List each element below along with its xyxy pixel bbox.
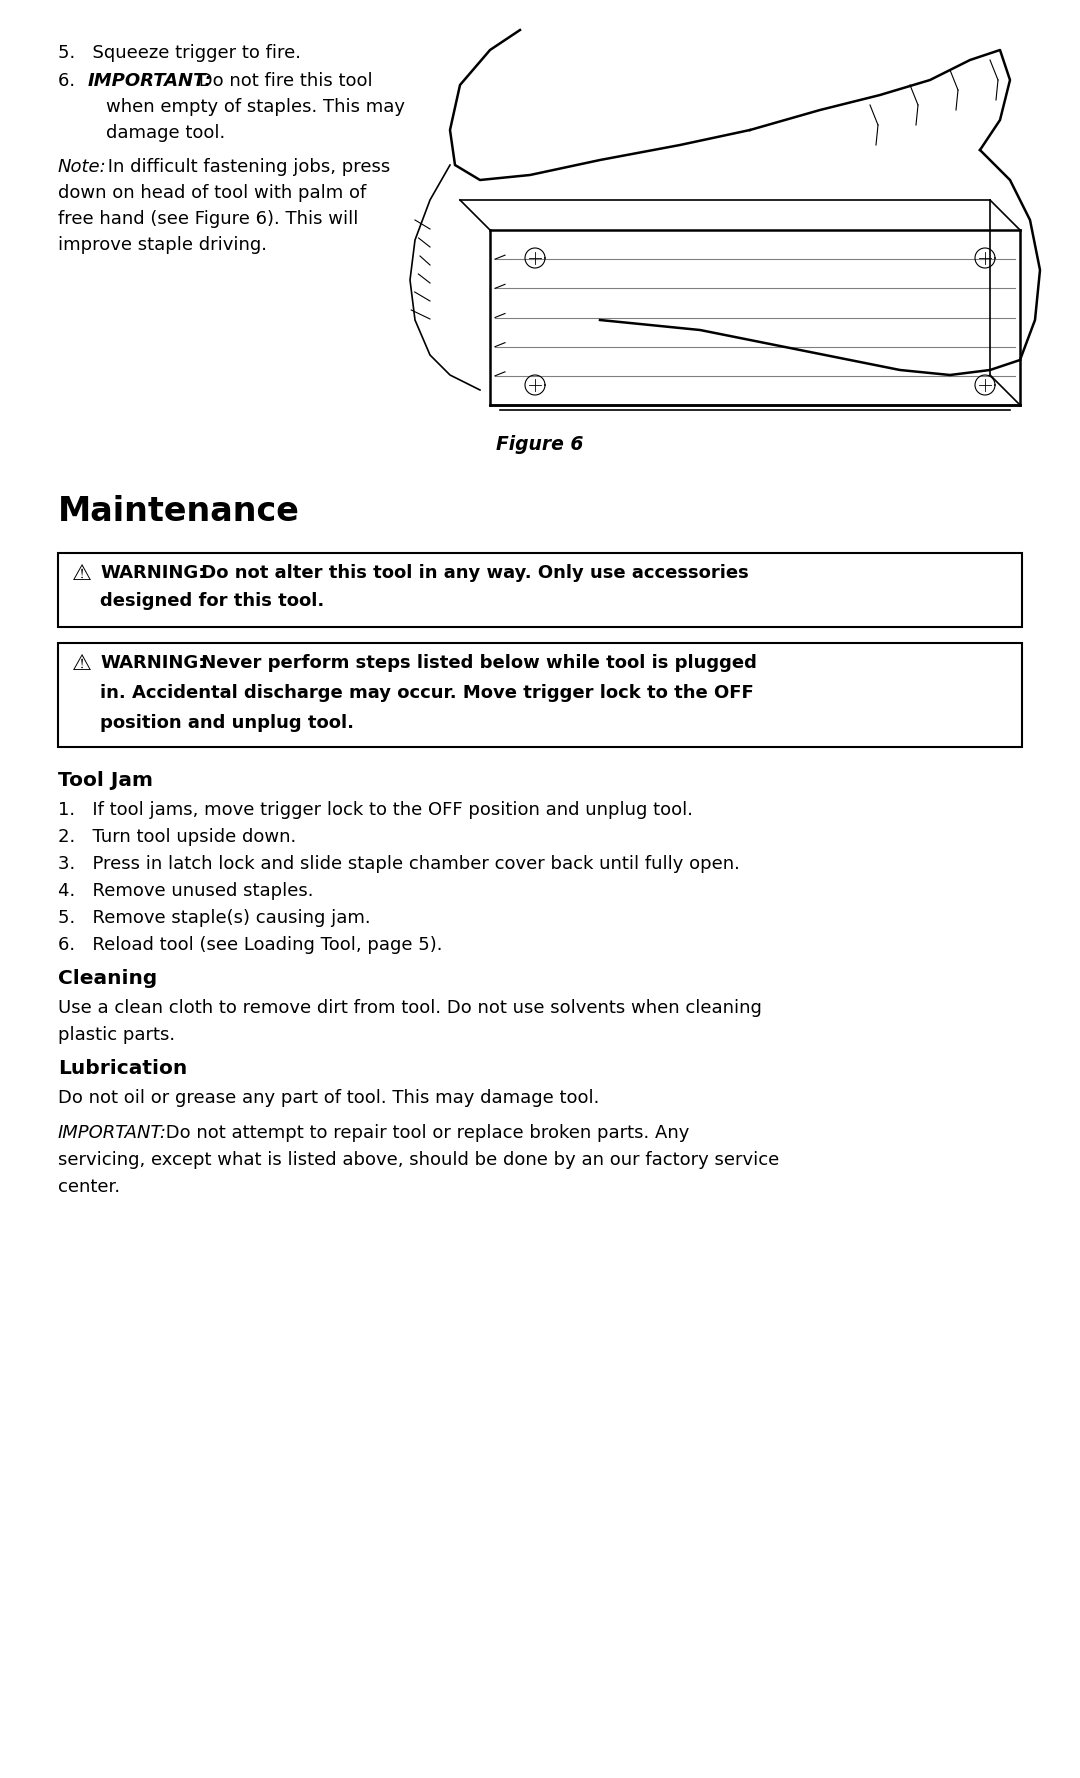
Text: free hand (see Figure 6). This will: free hand (see Figure 6). This will xyxy=(58,210,359,228)
Text: in. Accidental discharge may occur. Move trigger lock to the OFF: in. Accidental discharge may occur. Move… xyxy=(100,685,754,702)
Text: 5.   Remove staple(s) causing jam.: 5. Remove staple(s) causing jam. xyxy=(58,909,370,926)
Text: 5.   Squeeze trigger to fire.: 5. Squeeze trigger to fire. xyxy=(58,44,301,62)
Text: Cleaning: Cleaning xyxy=(58,969,158,989)
Text: IMPORTANT:: IMPORTANT: xyxy=(87,71,213,91)
Text: WARNING:: WARNING: xyxy=(100,654,205,672)
Text: designed for this tool.: designed for this tool. xyxy=(100,592,324,610)
Text: servicing, except what is listed above, should be done by an our factory service: servicing, except what is listed above, … xyxy=(58,1150,780,1168)
Text: 3.   Press in latch lock and slide staple chamber cover back until fully open.: 3. Press in latch lock and slide staple … xyxy=(58,855,740,873)
Bar xyxy=(58,644,1022,747)
Text: Do not fire this tool: Do not fire this tool xyxy=(193,71,373,91)
Text: 2.   Turn tool upside down.: 2. Turn tool upside down. xyxy=(58,829,296,846)
Text: position and unplug tool.: position and unplug tool. xyxy=(100,715,354,733)
Text: 6.: 6. xyxy=(58,71,93,91)
Text: when empty of staples. This may: when empty of staples. This may xyxy=(106,98,405,116)
Text: WARNING:: WARNING: xyxy=(100,564,205,581)
Text: Use a clean cloth to remove dirt from tool. Do not use solvents when cleaning: Use a clean cloth to remove dirt from to… xyxy=(58,999,761,1017)
Text: center.: center. xyxy=(58,1179,120,1197)
Text: Maintenance: Maintenance xyxy=(58,494,300,528)
Text: 1.   If tool jams, move trigger lock to the OFF position and unplug tool.: 1. If tool jams, move trigger lock to th… xyxy=(58,802,693,820)
Text: plastic parts.: plastic parts. xyxy=(58,1026,175,1044)
Text: IMPORTANT:: IMPORTANT: xyxy=(58,1124,167,1141)
Text: Lubrication: Lubrication xyxy=(58,1060,187,1077)
Text: down on head of tool with palm of: down on head of tool with palm of xyxy=(58,183,366,203)
Text: Do not alter this tool in any way. Only use accessories: Do not alter this tool in any way. Only … xyxy=(195,564,748,581)
Text: damage tool.: damage tool. xyxy=(106,124,226,142)
Text: Tool Jam: Tool Jam xyxy=(58,772,153,789)
Text: Do not attempt to repair tool or replace broken parts. Any: Do not attempt to repair tool or replace… xyxy=(160,1124,689,1141)
Text: Figure 6: Figure 6 xyxy=(497,436,583,453)
Text: Do not oil or grease any part of tool. This may damage tool.: Do not oil or grease any part of tool. T… xyxy=(58,1088,599,1108)
Text: ⚠: ⚠ xyxy=(72,654,92,674)
Text: 6.   Reload tool (see Loading Tool, page 5).: 6. Reload tool (see Loading Tool, page 5… xyxy=(58,935,443,955)
Text: Note:: Note: xyxy=(58,158,107,176)
Text: Never perform steps listed below while tool is plugged: Never perform steps listed below while t… xyxy=(195,654,757,672)
Text: In difficult fastening jobs, press: In difficult fastening jobs, press xyxy=(102,158,390,176)
Text: ⚠: ⚠ xyxy=(72,564,92,583)
Bar xyxy=(58,553,1022,628)
Text: improve staple driving.: improve staple driving. xyxy=(58,236,267,254)
Text: 4.   Remove unused staples.: 4. Remove unused staples. xyxy=(58,882,313,900)
